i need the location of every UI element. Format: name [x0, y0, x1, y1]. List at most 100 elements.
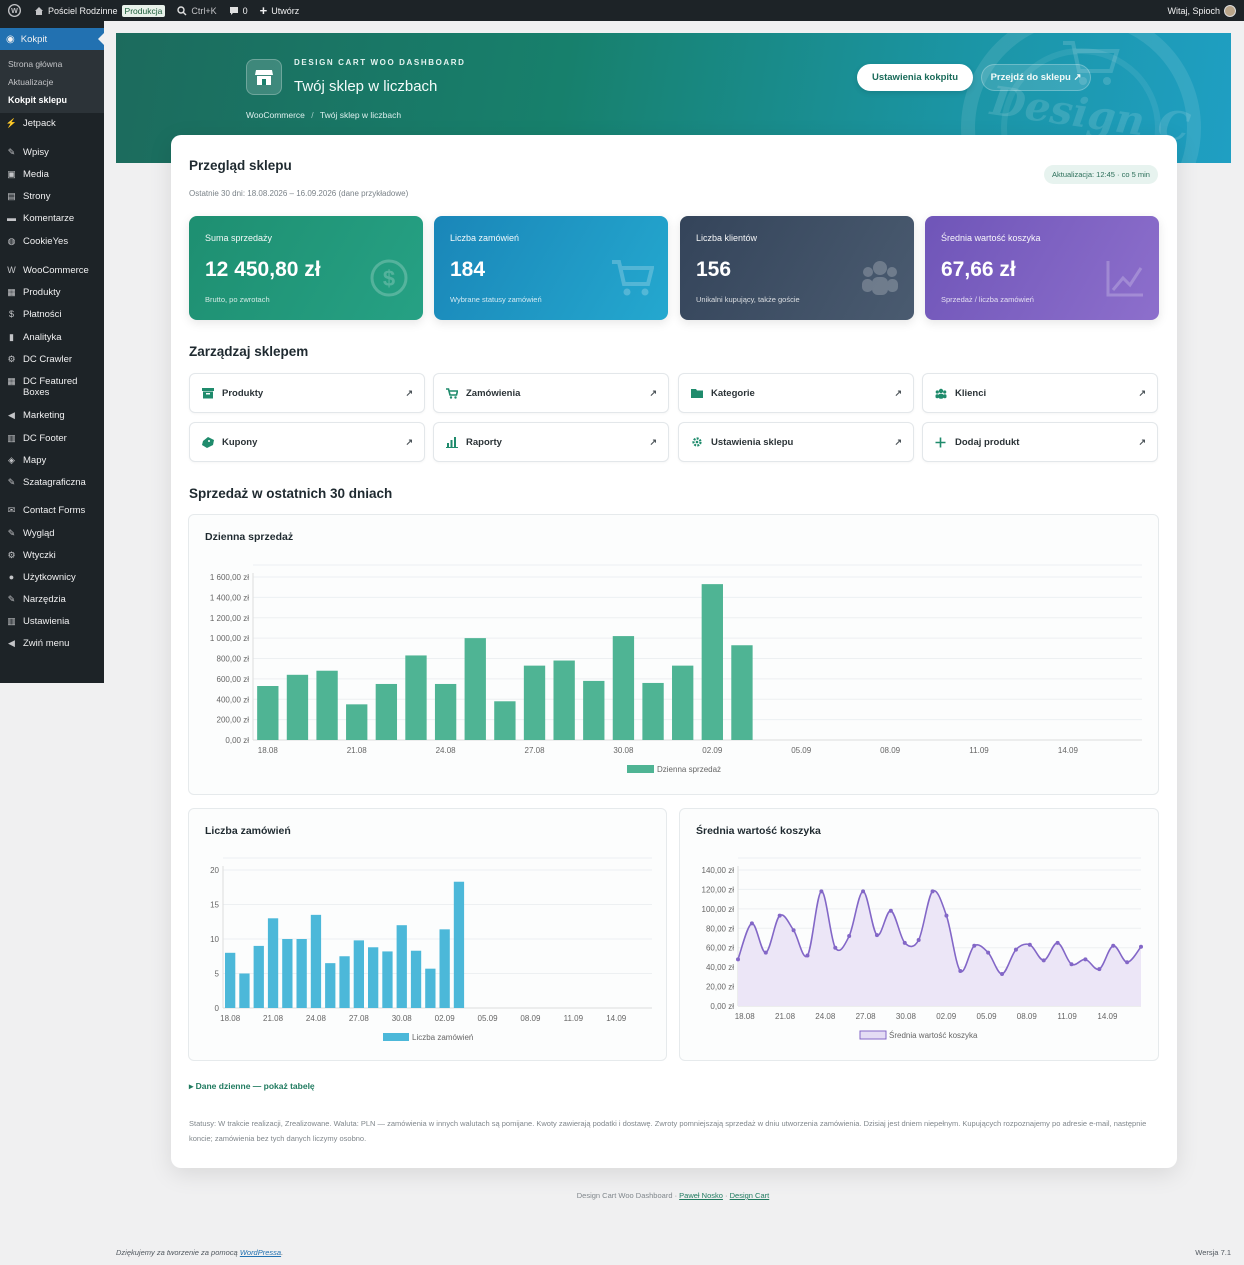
sidebar-item-wtyczki[interactable]: ⚙ Wtyczki	[0, 550, 104, 561]
sidebar-item-analityka[interactable]: ▮ Analityka	[0, 332, 104, 343]
sidebar-item-produkty[interactable]: ▦ Produkty	[0, 287, 104, 298]
sidebar-item-użytkownicy[interactable]: ● Użytkownicy	[0, 572, 104, 583]
orders-chart: 0 5 10 15 20 18.08 21.08 24.08 27.08 30.08 02.09 05…	[210, 857, 652, 1042]
external-arrow-icon: ↗	[1138, 436, 1146, 447]
bar-9	[494, 701, 516, 740]
bar-12	[382, 951, 393, 1008]
sidebar-item-dc-featured-boxes[interactable]: ▦ DC Featured Boxes	[0, 376, 104, 398]
dashboard-settings-button[interactable]: Ustawienia kokpitu	[857, 64, 973, 91]
wordpress-link[interactable]: WordPressa	[239, 1248, 282, 1257]
sidebar-item-label: CookieYes	[23, 236, 69, 247]
kpi-sub: Brutto, po zwrotach	[205, 295, 270, 304]
action-zamówienia-button[interactable]: Zamówienia ↗	[433, 373, 669, 413]
sidebar-item-ustawienia[interactable]: ▥ Ustawienia	[0, 616, 104, 627]
kpi-label: Liczba klientów	[696, 233, 758, 243]
avg-basket-panel: Średnia wartość koszyka 0,00 zł 20,00 zł 4…	[679, 808, 1159, 1061]
sidebar-item-label: DC Featured Boxes	[23, 376, 78, 398]
sidebar-item-komentarze[interactable]: ▬ Komentarze	[0, 213, 104, 224]
point-2	[749, 921, 754, 926]
sidebar-item-strony[interactable]: ▤ Strony	[0, 191, 104, 202]
action-ustawienia-sklepu-button[interactable]: Ustawienia sklepu ↗	[678, 422, 914, 462]
kpi-label: Liczba zamówień	[450, 233, 520, 243]
x-tick-label: 24.08	[815, 1012, 836, 1021]
x-tick-label: 30.08	[613, 746, 634, 755]
bar-5	[375, 683, 398, 740]
sidebar-item-label: Mapy	[23, 455, 47, 466]
action-kupony-button[interactable]: Kupony ↗	[189, 422, 425, 462]
sidebar-item-szatagraficzna[interactable]: ✎ Szatagraficzna	[0, 477, 104, 488]
sales-section-title: Sprzedaż w ostatnich 30 dniach	[189, 486, 393, 501]
comments-count: 0	[242, 5, 248, 16]
action-dodaj-produkt-button[interactable]: Dodaj produkt ↗	[922, 422, 1158, 462]
action-label: Klienci	[955, 387, 987, 399]
brush-icon: ✎	[7, 528, 16, 538]
woo-icon: W	[7, 265, 16, 275]
action-kategorie-button[interactable]: Kategorie ↗	[678, 373, 914, 413]
admin-bar: W Pościel Rodzinne Produkcja Ctrl+K 0 + …	[0, 0, 1244, 21]
author-link[interactable]: Paweł Nosko	[679, 1191, 723, 1200]
menu-item-kokpit[interactable]: ◉ Kokpit	[0, 28, 104, 50]
sidebar-item-dc-crawler[interactable]: ⚙ DC Crawler	[0, 354, 104, 365]
cart-icon	[610, 258, 655, 301]
greeting: Witaj, Spioch	[1167, 5, 1220, 16]
search-shortcut[interactable]: Ctrl+K	[171, 0, 222, 21]
bar-14	[410, 950, 422, 1008]
users-icon	[860, 258, 900, 301]
sidebar-item-cookieyes[interactable]: ◍ CookieYes	[0, 236, 104, 247]
account-menu[interactable]: Witaj, Spioch	[1161, 0, 1244, 21]
submenu-item-shop-dashboard[interactable]: Kokpit sklepu	[8, 95, 68, 105]
x-tick-label: 21.08	[263, 1014, 284, 1023]
y-tick-label: 1 400,00 zł	[210, 593, 249, 602]
breadcrumb-woocommerce[interactable]: WooCommerce	[246, 110, 305, 120]
comments-link[interactable]: 0	[223, 0, 254, 21]
action-produkty-button[interactable]: Produkty ↗	[189, 373, 425, 413]
y-tick-label: 800,00 zł	[217, 655, 250, 664]
sidebar-item-jetpack[interactable]: ⚡ Jetpack	[0, 118, 104, 129]
sidebar-item-płatności[interactable]: $ Płatności	[0, 309, 104, 320]
map-icon: ◈	[8, 455, 15, 465]
sidebar-item-contact-forms[interactable]: ✉ Contact Forms	[0, 505, 104, 516]
y-tick-label: 400,00 zł	[217, 695, 250, 704]
sidebar-item-media[interactable]: ▣ Media	[0, 169, 104, 180]
point-15	[930, 889, 935, 894]
point-14	[916, 937, 921, 942]
action-klienci-button[interactable]: Klienci ↗	[922, 373, 1158, 413]
update-badge: Aktualizacja: 12:45 · co 5 min	[1044, 165, 1158, 184]
version: Wersja 7.1	[1195, 1248, 1231, 1257]
submenu-item-updates[interactable]: Aktualizacje	[8, 77, 54, 87]
bar-4	[346, 704, 368, 740]
bar-6	[296, 939, 307, 1008]
x-tick-label: 18.08	[735, 1012, 756, 1021]
point-5	[791, 928, 796, 933]
daily-table-toggle[interactable]: ▸ Dane dzienne — pokaż tabelę	[189, 1081, 315, 1091]
sidebar-item-marketing[interactable]: ◀ Marketing	[0, 410, 104, 421]
thanks-prefix: Dziękujemy za tworzenie za pomocą	[116, 1248, 240, 1257]
sidebar-item-label: Marketing	[23, 410, 65, 421]
sidebar-item-mapy[interactable]: ◈ Mapy	[0, 455, 104, 466]
new-content-link[interactable]: + Utwórz	[254, 0, 306, 21]
action-label: Raporty	[466, 436, 502, 448]
bar-9	[339, 956, 350, 1008]
point-25	[1069, 962, 1074, 967]
site-link[interactable]: Pościel Rodzinne Produkcja	[28, 0, 171, 21]
comment-icon: ▬	[7, 213, 16, 223]
sidebar-item-zwiń-menu[interactable]: ◀ Zwiń menu	[0, 638, 104, 649]
sidebar-item-woocommerce[interactable]: W WooCommerce	[0, 265, 104, 276]
hero-title: Twój sklep w liczbach	[294, 78, 438, 95]
submenu-item-home[interactable]: Strona główna	[8, 59, 63, 69]
action-raporty-button[interactable]: Raporty ↗	[433, 422, 669, 462]
y-tick-label: 10	[210, 935, 219, 944]
search-shortcut-label: Ctrl+K	[191, 5, 217, 16]
go-to-shop-button[interactable]: Przejdź do sklepu ↗	[981, 64, 1091, 91]
bar-6	[405, 655, 427, 740]
point-21	[1013, 947, 1018, 952]
wordpress-logo-icon[interactable]: W	[0, 0, 28, 21]
sidebar-item-narzędzia[interactable]: ✎ Narzędzia	[0, 594, 104, 605]
y-tick-label: 600,00 zł	[217, 675, 250, 684]
sidebar-item-wygląd[interactable]: ✎ Wygląd	[0, 528, 104, 539]
sidebar-item-dc-footer[interactable]: ▥ DC Footer	[0, 433, 104, 444]
cart-icon	[445, 387, 458, 400]
sidebar-item-wpisy[interactable]: ✎ Wpisy	[0, 147, 104, 158]
brand-link[interactable]: Design Cart	[729, 1191, 770, 1200]
point-19	[986, 950, 991, 955]
